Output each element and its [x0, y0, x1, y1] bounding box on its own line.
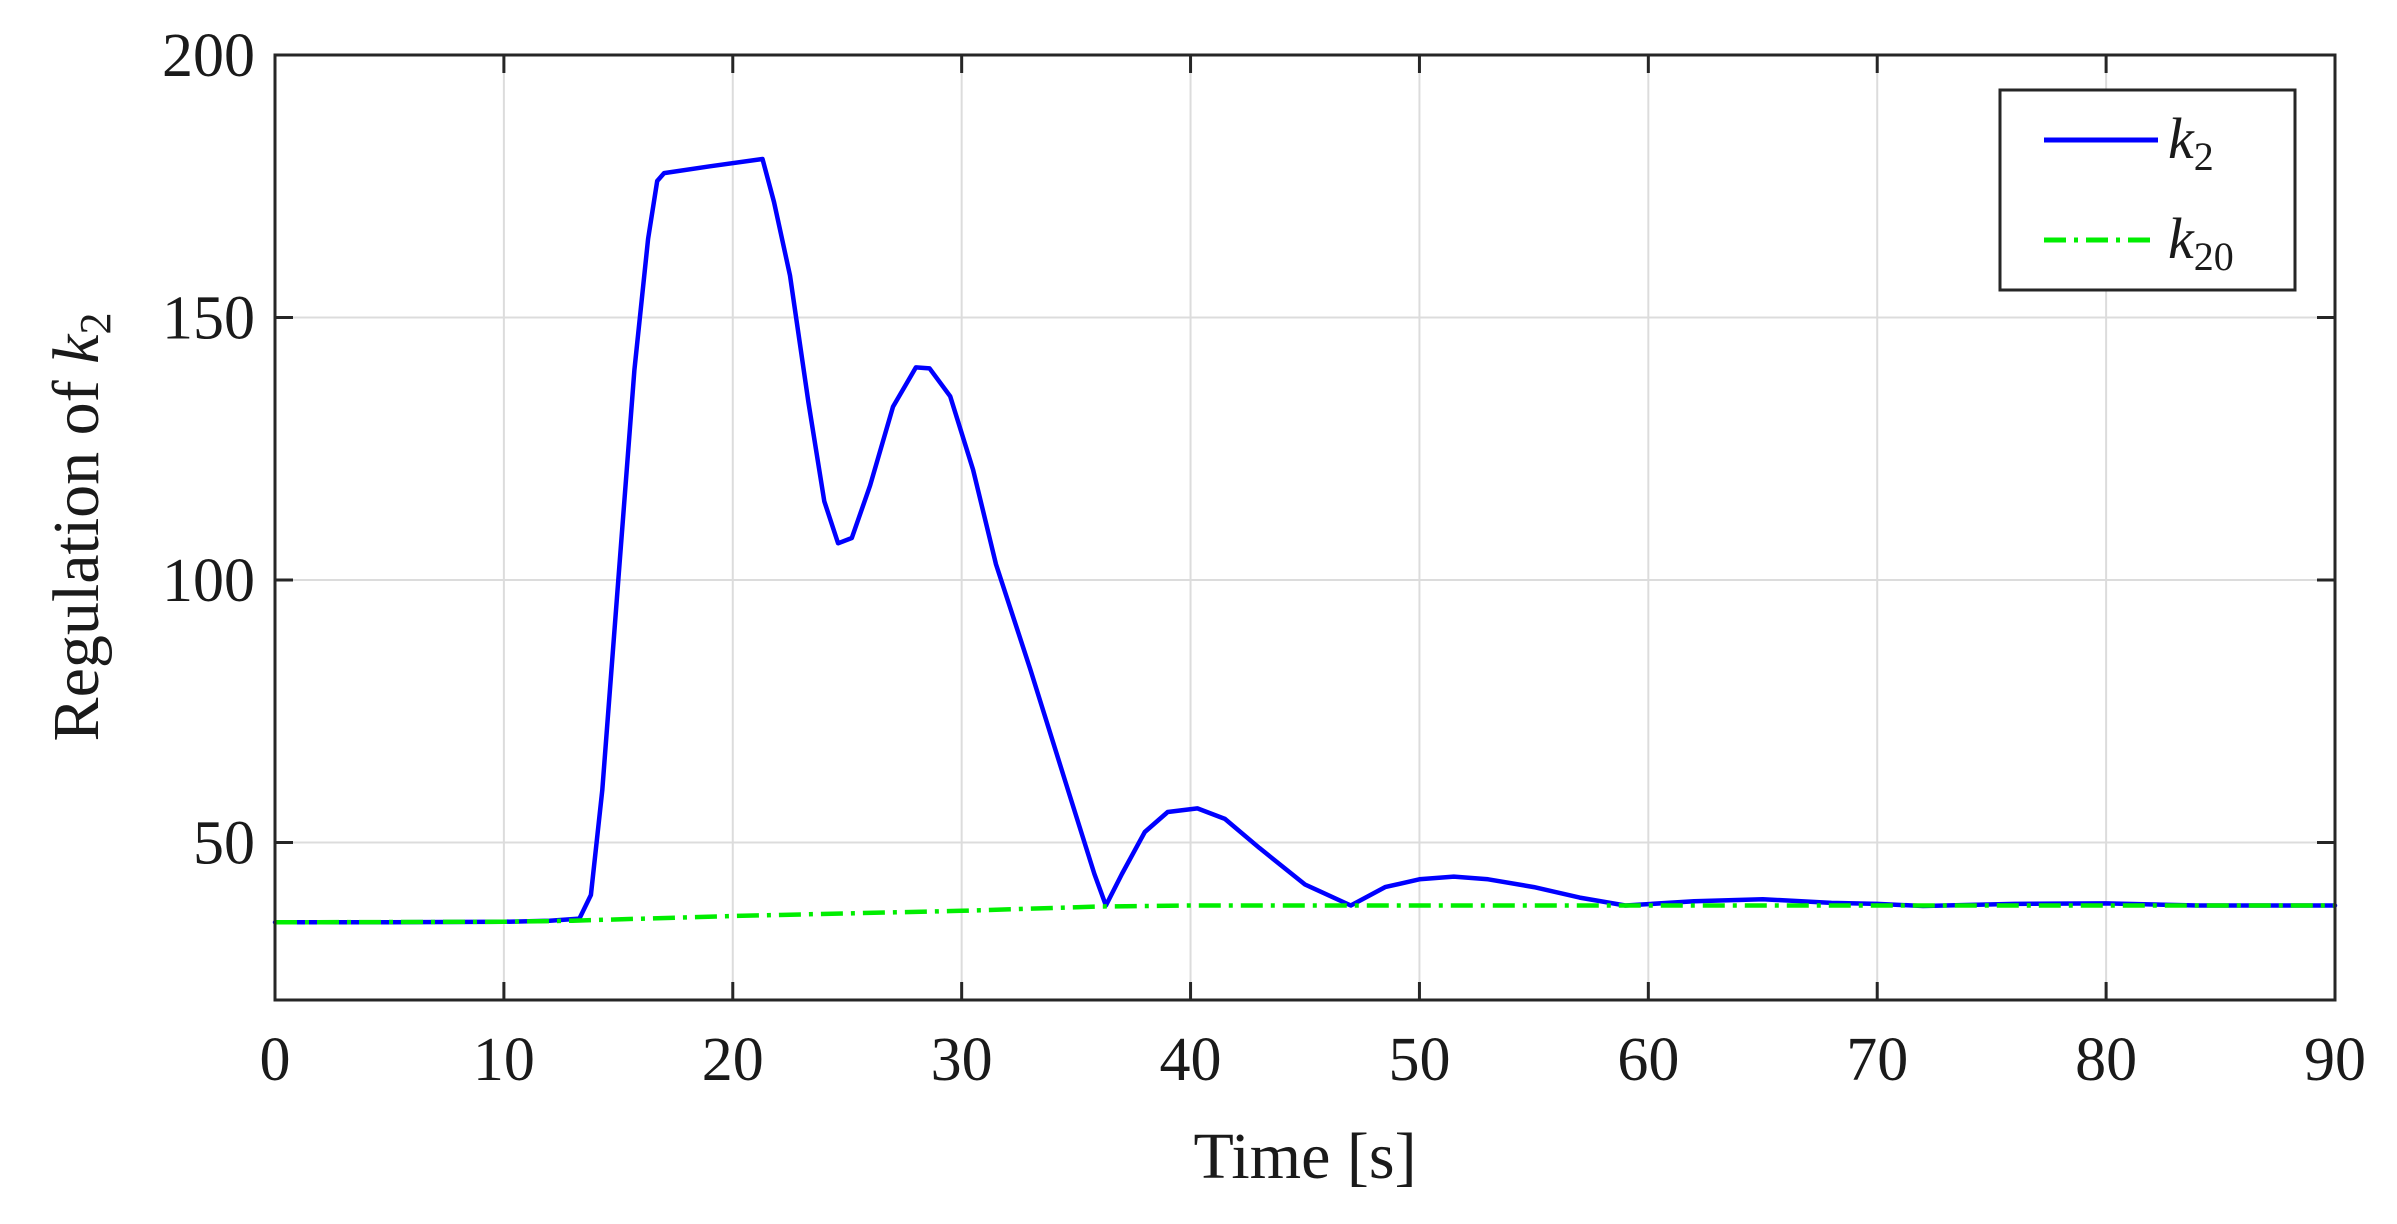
x-tick-label: 10	[473, 1026, 535, 1094]
legend-label-k20-sub: 20	[2194, 234, 2234, 279]
x-tick-label: 40	[1160, 1026, 1222, 1094]
x-tick-label: 70	[1846, 1026, 1908, 1094]
legend-label-k2-var: k	[2168, 106, 2195, 171]
x-tick-label: 0	[260, 1026, 291, 1094]
tick-labels: 0 10 20 30 40 50 60 70 80 90 50 100 150 200	[162, 22, 2366, 1094]
legend: k2 k20	[1998, 88, 2297, 292]
legend-box	[1998, 88, 2297, 292]
series-layer	[272, 156, 2338, 925]
y-axis-label-sub: 2	[71, 313, 120, 335]
y-tick-label: 200	[162, 22, 255, 90]
y-tick-label: 50	[193, 810, 255, 878]
y-axis-label-prefix: Regulation of	[40, 364, 113, 742]
x-axis-label: Time [s]	[1193, 1120, 1416, 1193]
ticks	[273, 53, 2337, 1000]
legend-label-k20-var: k	[2168, 206, 2195, 271]
y-axis-label: Regulation of k2	[40, 313, 120, 742]
legend-label-k2: k2	[2168, 106, 2214, 179]
legend-label-k20: k20	[2168, 206, 2234, 279]
x-tick-label: 90	[2304, 1026, 2366, 1094]
x-tick-label: 30	[931, 1026, 993, 1094]
x-tick-label: 60	[1617, 1026, 1679, 1094]
x-tick-label: 20	[702, 1026, 764, 1094]
legend-label-k2-sub: 2	[2194, 134, 2214, 179]
plot-frame	[273, 53, 2337, 1002]
x-tick-label: 50	[1388, 1026, 1450, 1094]
series-line-k20	[274, 903, 2335, 925]
y-axis-label-var: k	[40, 333, 113, 364]
x-tick-label: 80	[2075, 1026, 2137, 1094]
y-tick-label: 100	[162, 547, 255, 615]
y-tick-label: 150	[162, 285, 255, 353]
